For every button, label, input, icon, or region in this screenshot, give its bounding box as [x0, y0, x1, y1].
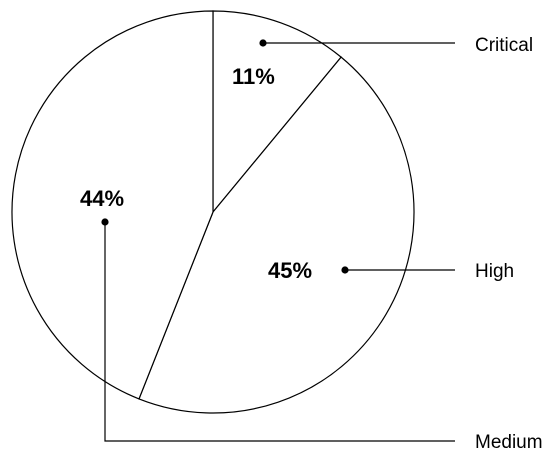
leader-dot-high — [341, 266, 349, 274]
leader-dot-medium — [101, 218, 109, 226]
leader-dot-critical — [259, 39, 267, 47]
percent-label-high: 45% — [268, 258, 312, 283]
category-label-medium: Medium — [475, 432, 543, 453]
slice-medium — [11, 10, 214, 400]
category-labels: Critical High Medium — [475, 35, 543, 453]
leader-lines — [101, 39, 455, 442]
percent-label-medium: 44% — [80, 186, 124, 211]
pie-slices — [11, 10, 415, 414]
slice-high — [138, 56, 415, 414]
slice-critical — [212, 10, 342, 214]
percent-label-critical: 11% — [232, 64, 275, 89]
category-label-high: High — [475, 261, 514, 282]
leader-line-medium — [104, 222, 455, 442]
percent-labels: 11% 45% 44% — [80, 64, 312, 283]
category-label-critical: Critical — [475, 35, 533, 56]
